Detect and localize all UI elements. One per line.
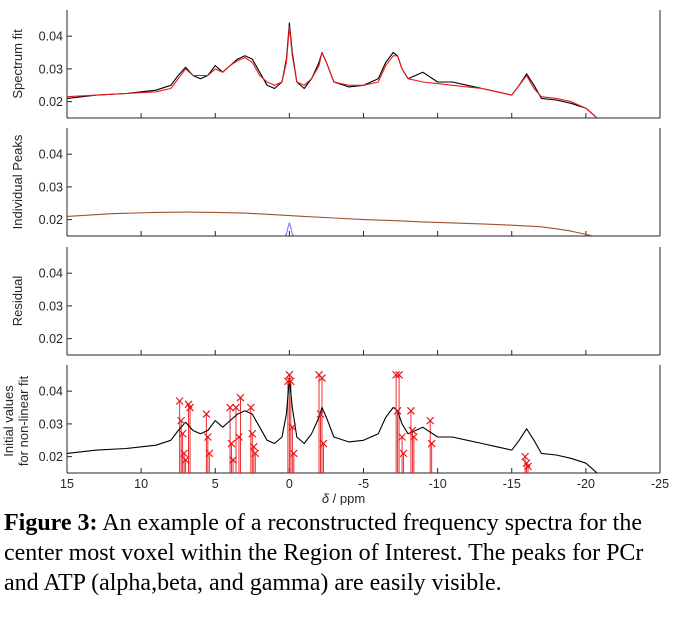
initial-value-marker [426, 416, 435, 425]
y-tick-label: 0.04 [39, 267, 63, 281]
y-tick-label: 0.04 [39, 30, 63, 44]
panel-3: 0.04 0.03 0.02 Residual [10, 247, 661, 356]
y-tick-label: 0.04 [39, 385, 63, 399]
initial-value-marker [399, 449, 408, 458]
plot-area [67, 370, 598, 473]
plot-area [67, 22, 598, 118]
initial-value-marker [232, 403, 240, 412]
y-tick-label: 0.02 [39, 450, 63, 464]
x-tick-label: 5 [212, 477, 219, 491]
initial-value-marker [229, 455, 237, 464]
y-axis-title: Spectrum fit [10, 29, 25, 99]
series-line-2 [283, 222, 296, 236]
initial-value-marker [175, 397, 184, 405]
initial-value-marker [251, 449, 260, 458]
x-tick-label: 10 [134, 477, 148, 491]
figure: 0.04 0.03 0.02 Spectrum fit 0.04 0.03 0.02 Indi… [1, 10, 669, 505]
initial-value-marker [180, 449, 189, 458]
initial-value-marker [524, 462, 532, 471]
initial-value-marker [286, 377, 295, 386]
x-tick-label: -20 [577, 477, 595, 491]
initial-value-marker [227, 439, 236, 448]
series-line-1 [67, 377, 598, 473]
series-line-2 [67, 25, 598, 118]
y-axis-title-line2: for non-linear fit [16, 375, 31, 466]
x-tick-label: -5 [358, 477, 369, 491]
initial-value-marker [283, 377, 292, 386]
plot-area [67, 211, 594, 236]
x-axis-title: δ / ppm [322, 491, 365, 505]
x-tick-label: -15 [503, 477, 521, 491]
initial-value-marker [318, 374, 326, 383]
y-tick-label: 0.03 [39, 180, 63, 194]
initial-value-marker [398, 433, 406, 441]
series-line-1 [67, 22, 598, 118]
y-axis-title: Individual Peaks [10, 134, 25, 229]
y-axis-title: Initial values [1, 385, 16, 457]
initial-value-marker [181, 455, 190, 464]
initial-value-marker [178, 429, 187, 438]
initial-value-marker [205, 449, 214, 458]
initial-value-marker [248, 429, 257, 438]
initial-value-marker [285, 370, 294, 379]
y-tick-label: 0.04 [39, 148, 63, 162]
caption-text: An example of a reconstructed frequency … [4, 510, 644, 596]
initial-value-marker [407, 406, 415, 415]
initial-value-marker [427, 439, 436, 448]
initial-value-marker [521, 452, 530, 461]
initial-value-marker [393, 406, 402, 415]
x-tick-label: -25 [651, 477, 669, 491]
figure-caption: Figure 3: An example of a reconstructed … [4, 508, 676, 598]
x-axis-title-unit: / ppm [329, 491, 365, 505]
initial-value-marker [177, 416, 186, 425]
y-tick-label: 0.03 [39, 62, 63, 76]
initial-value-marker [395, 370, 404, 379]
initial-value-marker [186, 403, 194, 412]
initial-value-marker [289, 449, 298, 458]
initial-value-marker [392, 370, 401, 379]
initial-value-marker [408, 426, 417, 435]
y-tick-label: 0.03 [39, 417, 63, 431]
y-tick-label: 0.02 [39, 332, 63, 346]
initial-value-marker [409, 433, 418, 441]
x-tick-label: 0 [286, 477, 293, 491]
initial-value-marker [316, 410, 325, 419]
y-tick-label: 0.02 [39, 213, 63, 227]
x-axis-title-variable: δ [322, 491, 330, 505]
initial-value-marker [226, 403, 234, 412]
y-tick-label: 0.03 [39, 299, 63, 313]
panel-2: 0.04 0.03 0.02 Individual Peaks [10, 128, 661, 237]
initial-value-marker [246, 403, 255, 412]
x-tick-label: 15 [60, 477, 74, 491]
initial-value-marker [236, 393, 245, 402]
panel-1: 0.04 0.03 0.02 Spectrum fit [10, 10, 661, 119]
caption-label: Figure 3: [4, 510, 98, 536]
y-tick-label: 0.02 [39, 95, 63, 109]
panel-4: 0.04 0.03 0.02 Initial values for non-linear… [1, 365, 669, 505]
initial-value-marker [203, 433, 212, 441]
initial-value-marker [288, 423, 297, 432]
y-axis-title: Residual [10, 276, 25, 327]
initial-value-marker [235, 433, 243, 441]
initial-value-marker [249, 442, 258, 451]
x-tick-label: -10 [429, 477, 447, 491]
initial-value-marker [202, 410, 211, 419]
series-line-1 [67, 211, 594, 236]
initial-value-marker [319, 439, 328, 448]
